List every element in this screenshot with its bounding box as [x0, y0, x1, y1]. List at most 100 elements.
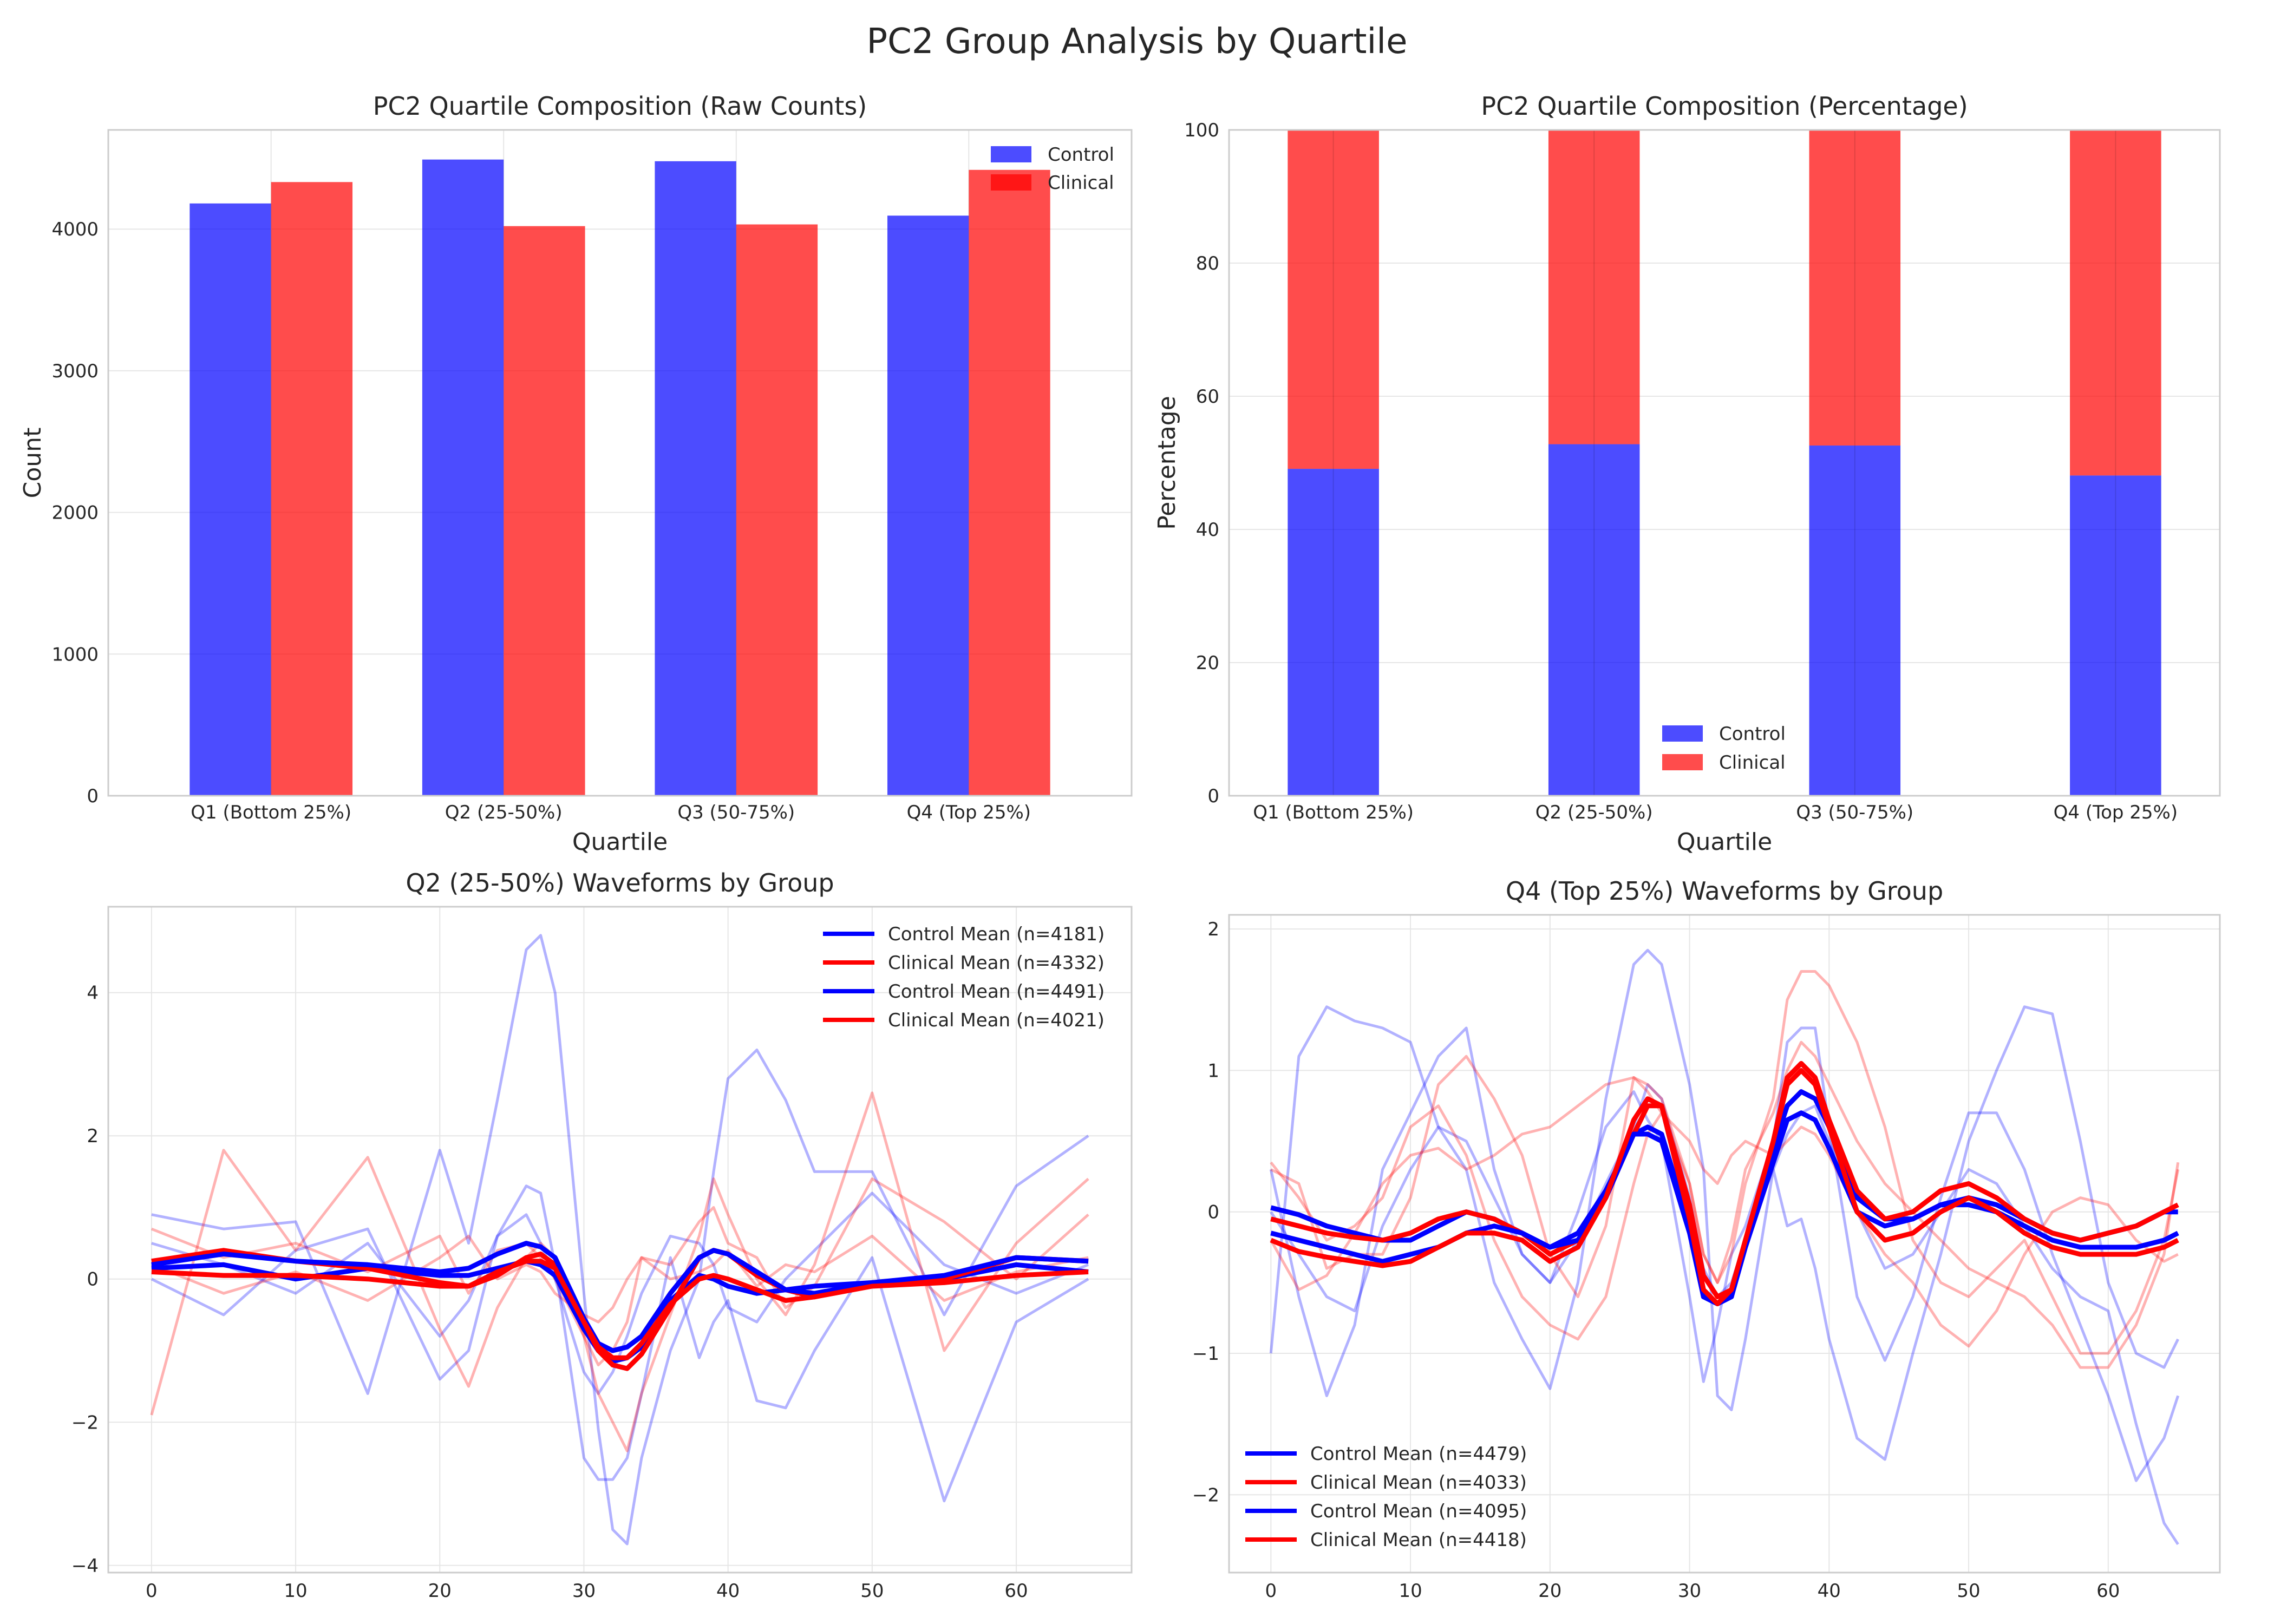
x-tick-label: 40 [716, 1580, 740, 1602]
x-tick-label: 30 [572, 1580, 596, 1602]
mean-line-1 [1270, 1089, 2178, 1306]
y-tick-label: 0 [87, 1269, 99, 1291]
sample-waveform-clinical-5 [1270, 1040, 2180, 1369]
plot-frame-4 [1228, 914, 2221, 1574]
sample-waveform-clinical-5 [151, 1177, 1089, 1366]
x-tick-label: Q4 (Top 25%) [907, 802, 1031, 823]
bar-clinical-2 [504, 226, 585, 796]
x-axis-label: Quartile [572, 828, 668, 856]
y-tick-label: −4 [71, 1555, 99, 1577]
legend-label: Control Mean (n=4479) [1310, 1443, 1527, 1465]
legend-label: Clinical [1048, 172, 1114, 194]
legend: Control Mean (n=4479) Clinical Mean (n=40… [1245, 1443, 1527, 1551]
x-tick-label: Q3 (50-75%) [677, 802, 795, 823]
legend: Control Clinical [1662, 723, 1786, 774]
x-tick-label: 50 [1957, 1580, 1980, 1602]
chart-panel-1: 0 1000 2000 3000 4000 Q1 (Bottom 25%) Q2 (25-5… [19, 91, 1133, 856]
bar-clinical-3 [736, 224, 818, 796]
panel-title: PC2 Quartile Composition (Raw Counts) [373, 91, 867, 121]
sample-waveform-clinical-4 [150, 1091, 1089, 1452]
bar-control-3 [1809, 446, 1901, 796]
bar-control-2 [1548, 444, 1640, 796]
sample-waveform-control-2 [151, 1184, 1089, 1503]
bar-control-1 [1288, 469, 1379, 796]
legend-swatch-clinical [991, 174, 1031, 191]
sample-waveform-clinical-4 [1270, 970, 2180, 1355]
y-tick-label: −1 [1192, 1343, 1219, 1365]
x-tick-label: Q1 (Bottom 25%) [1253, 802, 1414, 823]
legend-label: Control Mean (n=4095) [1310, 1501, 1527, 1522]
y-tick-label: 2 [1207, 919, 1219, 940]
legend-label: Clinical Mean (n=4021) [888, 1010, 1105, 1031]
legend-swatch-control [991, 146, 1031, 162]
chart-panel-2: 0 20 40 60 80 100 Q1 (Bottom 25%) Q2 (25-50%) Q3… [1153, 91, 2221, 856]
legend-label: Clinical [1719, 752, 1786, 774]
x-tick-label: Q1 (Bottom 25%) [191, 802, 351, 823]
bar-clinical-4 [2070, 130, 2161, 476]
mean-line-4 [151, 1259, 1089, 1360]
plot-frame-1 [107, 129, 1133, 797]
y-tick-label: 1000 [51, 644, 99, 665]
y-tick-label: 60 [1196, 386, 1219, 408]
sample-waveform-clinical-6 [1270, 1104, 2179, 1348]
y-tick-label: 4000 [51, 219, 99, 240]
x-tick-label: 60 [1004, 1580, 1028, 1602]
legend-label: Control Mean (n=4181) [888, 924, 1105, 945]
y-tick-label: 0 [87, 785, 99, 807]
y-tick-label: 100 [1184, 120, 1219, 141]
y-tick-label: 0 [1207, 785, 1219, 807]
x-tick-label: 40 [1818, 1580, 1841, 1602]
legend-label: Clinical Mean (n=4418) [1310, 1529, 1527, 1551]
sample-waveform-control-1 [1269, 948, 2179, 1461]
legend-label: Control [1048, 144, 1114, 166]
bar-control-4 [887, 215, 969, 796]
y-tick-label: 3000 [51, 361, 99, 382]
panel-title: Q4 (Top 25%) Waveforms by Group [1506, 876, 1943, 906]
mean-line-4 [1270, 1068, 2179, 1306]
x-tick-label: Q2 (25-50%) [445, 802, 563, 823]
panel-title: Q2 (25-50%) Waveforms by Group [406, 868, 834, 898]
legend-swatch-control [1662, 725, 1703, 742]
y-tick-label: 80 [1196, 253, 1219, 274]
bar-control-1 [190, 203, 271, 796]
sample-waveform-control-2 [1269, 1026, 2180, 1482]
y-tick-label: −2 [1192, 1484, 1219, 1506]
bar-control-4 [2070, 475, 2161, 796]
legend-label: Clinical Mean (n=4332) [888, 952, 1105, 974]
x-tick-label: 10 [1399, 1580, 1422, 1602]
y-axis-label: Count [19, 428, 47, 499]
y-tick-label: 20 [1196, 652, 1219, 674]
plot-frame-3 [107, 906, 1133, 1574]
x-tick-label: 50 [860, 1580, 884, 1602]
legend: Control Mean (n=4181) Clinical Mean (n=43… [823, 924, 1105, 1031]
y-tick-label: 0 [1207, 1202, 1219, 1223]
bar-clinical-2 [1548, 130, 1640, 444]
legend-label: Control Mean (n=4491) [888, 981, 1105, 1003]
x-tick-label: Q2 (25-50%) [1535, 802, 1653, 823]
x-tick-label: 10 [284, 1580, 307, 1602]
sample-waveform-control-1 [151, 934, 1089, 1546]
x-tick-label: Q4 (Top 25%) [2054, 802, 2178, 823]
legend-label: Control [1719, 723, 1786, 745]
y-tick-label: 1 [1207, 1060, 1219, 1082]
y-tick-label: 40 [1196, 519, 1219, 541]
x-tick-label: 30 [1678, 1580, 1701, 1602]
x-tick-label: 0 [1265, 1580, 1277, 1602]
x-tick-label: 60 [2096, 1580, 2120, 1602]
x-axis-label: Quartile [1677, 828, 1772, 856]
y-tick-label: 2 [87, 1125, 99, 1147]
plot-frame-2 [1228, 129, 2221, 797]
y-tick-label: −2 [71, 1412, 99, 1433]
bar-clinical-3 [1809, 130, 1901, 446]
bar-control-2 [422, 159, 504, 796]
figure-title: PC2 Group Analysis by Quartile [866, 22, 1408, 62]
panel-title: PC2 Quartile Composition (Percentage) [1481, 91, 1968, 121]
bar-control-3 [655, 161, 736, 796]
bar-clinical-4 [969, 169, 1050, 796]
x-tick-label: 20 [1538, 1580, 1561, 1602]
y-axis-label: Percentage [1153, 396, 1181, 530]
x-tick-label: 20 [428, 1580, 452, 1602]
